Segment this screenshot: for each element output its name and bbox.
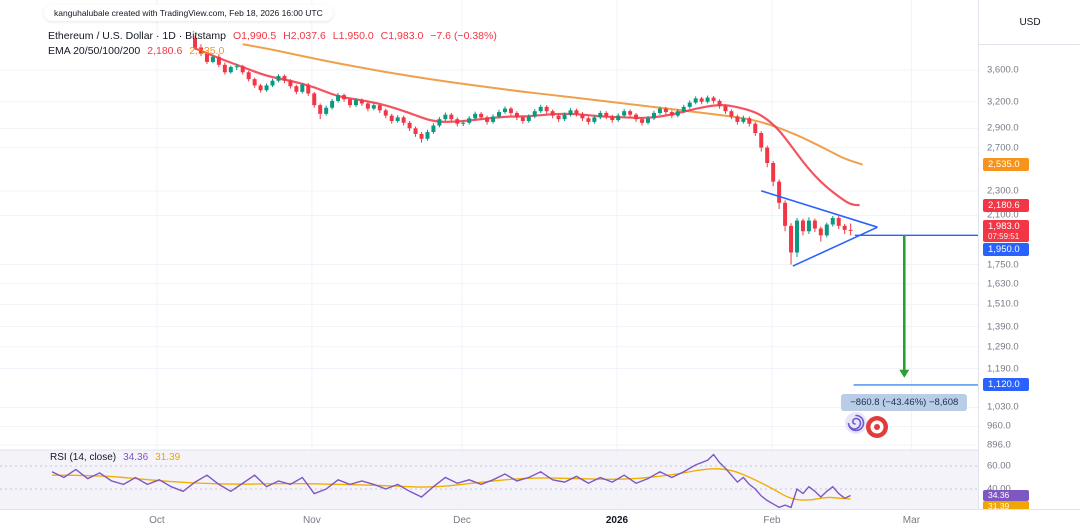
time-axis[interactable]: Oct Nov Dec 2026 Feb Mar — [0, 509, 1080, 532]
price-axis-label: 3,600.0 — [987, 64, 1019, 76]
rsi-axis-label: 60.00 — [987, 460, 1011, 472]
rsi-signal-value: 31.39 — [155, 452, 181, 463]
ohlc-open: O1,990.5 — [232, 29, 277, 42]
price-axis-label: 1,390.0 — [987, 321, 1019, 333]
price-axis-label: 1,290.0 — [987, 341, 1019, 353]
time-axis-label: Nov — [302, 515, 321, 526]
pennant-drawing[interactable] — [761, 190, 978, 386]
rsi-badge: 31.39 — [983, 500, 1029, 512]
rsi-pane[interactable] — [0, 453, 978, 509]
rsi-signal-line — [51, 468, 851, 501]
ema-legend-row[interactable]: EMA 20/50/100/200 2,180.6 2,535.0 — [48, 43, 497, 58]
attribution-pill: kanguhalubale created with TradingView.c… — [44, 5, 333, 21]
spiral-emoji-icon — [845, 412, 867, 435]
rsi-indicator-label: RSI (14, close) — [50, 452, 117, 463]
time-axis-label: Oct — [149, 515, 165, 526]
price-badge: 1,120.0 — [983, 378, 1029, 392]
down-arrow-drawing[interactable] — [899, 235, 910, 378]
price-axis[interactable]: USD 3,600.0 3,200.0 2,900.0 2,700.0 2,300.0 2… — [978, 0, 1080, 512]
ema-fast-value: 2,180.6 — [147, 44, 183, 57]
currency-label: USD — [979, 0, 1080, 45]
price-axis-label: 2,300.0 — [987, 185, 1019, 197]
price-badge: 1,950.0 — [983, 242, 1029, 256]
rsi-value: 34.36 — [123, 452, 149, 463]
price-axis-label: 1,750.0 — [987, 259, 1019, 271]
measure-label[interactable]: −860.8 (−43.46%) −8,608 — [841, 393, 968, 411]
ohlc-high: H2,037.6 — [283, 29, 326, 42]
symbol-title: Ethereum / U.S. Dollar · 1D · Bitstamp — [48, 29, 226, 42]
time-axis-label: 2026 — [605, 515, 629, 526]
rsi-line — [51, 453, 851, 509]
candles-layer — [193, 35, 853, 265]
rsi-axis-label: 40.00 — [987, 484, 1011, 495]
symbol-legend-row[interactable]: Ethereum / U.S. Dollar · 1D · Bitstamp O… — [48, 28, 497, 43]
price-axis-label: 1,030.0 — [987, 401, 1019, 413]
ohlc-change: −7.6 (−0.38%) — [430, 29, 497, 42]
ema-indicator-label: EMA 20/50/100/200 — [48, 44, 141, 57]
ohlc-low: L1,950.0 — [332, 29, 374, 42]
rsi-badge: 34.36 — [983, 489, 1029, 501]
price-axis-label: 2,900.0 — [987, 122, 1019, 134]
main-pane[interactable] — [193, 35, 863, 265]
price-axis-label: 960.0 — [987, 420, 1011, 432]
ema-slow-value: 2,535.0 — [189, 44, 225, 57]
chart-legend: Ethereum / U.S. Dollar · 1D · Bitstamp O… — [48, 28, 497, 58]
rsi-legend-row[interactable]: RSI (14, close) 34.36 31.39 — [50, 452, 180, 463]
price-axis-label: 3,200.0 — [987, 96, 1019, 108]
price-axis-label: 1,190.0 — [987, 363, 1019, 375]
time-axis-label: Mar — [902, 515, 921, 526]
price-badge: 2,535.0 — [983, 158, 1029, 172]
price-axis-label: 896.0 — [987, 439, 1011, 451]
target-emoji-sticker[interactable] — [865, 415, 889, 439]
spiral-emoji-sticker[interactable] — [844, 411, 868, 435]
price-axis-label: 1,510.0 — [987, 298, 1019, 310]
price-badge: 1,983.0 07:59:51 — [983, 219, 1029, 242]
ema-orange-line — [242, 43, 863, 166]
grid-lines — [0, 0, 978, 509]
time-axis-label: Feb — [763, 515, 781, 526]
price-axis-label: 1,630.0 — [987, 278, 1019, 290]
ohlc-close: C1,983.0 — [380, 29, 424, 42]
price-axis-label: 2,100.0 — [987, 209, 1019, 221]
target-emoji-icon — [865, 416, 888, 439]
time-axis-label: Dec — [453, 515, 471, 526]
price-badge: 2,180.6 — [983, 198, 1029, 212]
ema-red-line — [194, 47, 860, 207]
price-axis-label: 2,700.0 — [987, 142, 1019, 154]
